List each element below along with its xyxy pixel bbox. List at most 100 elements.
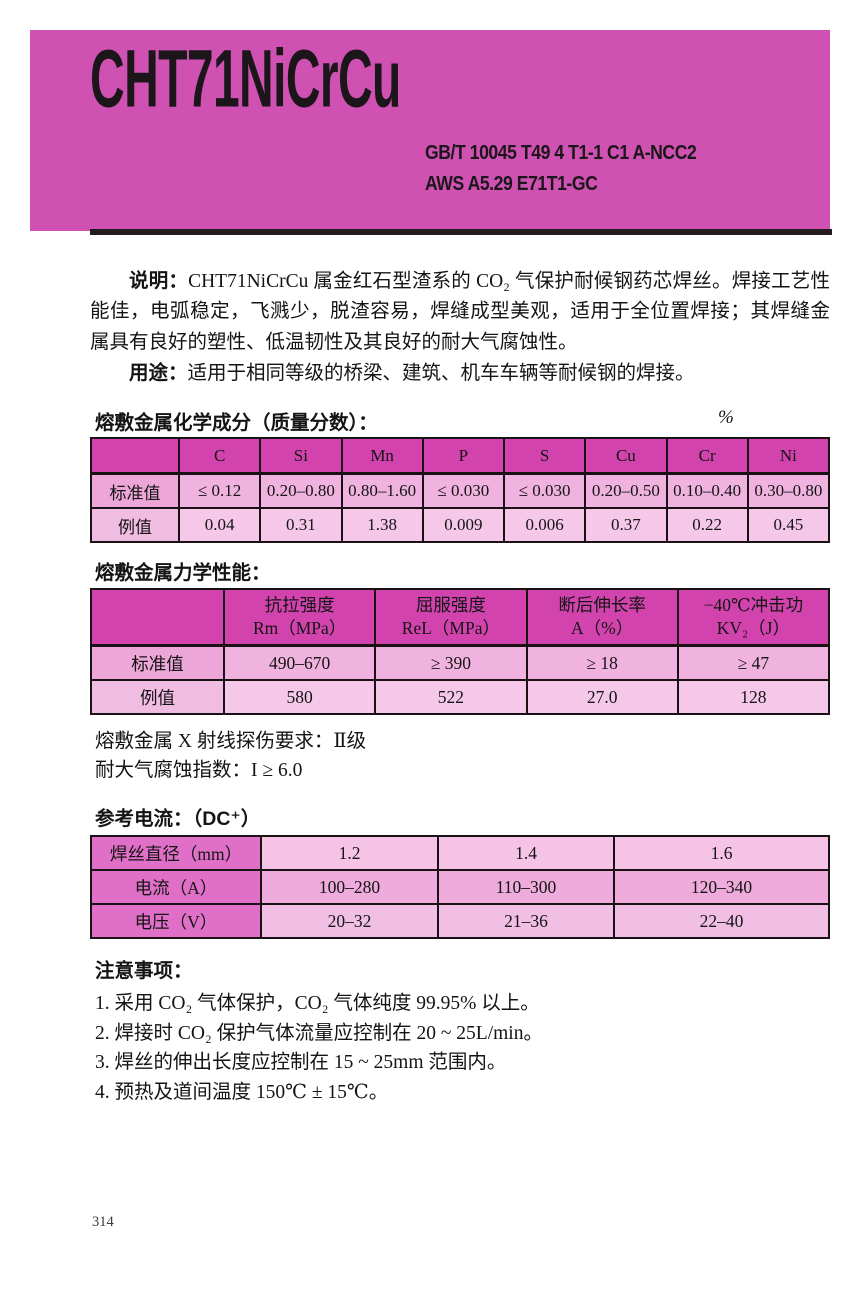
chem-table-grid: C Si Mn P S Cu Cr Ni 标准值 ≤ 0.12 0.20–0.8… (90, 437, 831, 543)
page-number: 314 (92, 1214, 114, 1230)
chem-example-Cu: 0.37 (584, 507, 668, 543)
current-table: 焊丝直径（mm） 1.2 1.4 1.6 电流（A） 100–280 110–3… (90, 835, 830, 939)
chem-standard-label: 标准值 (90, 472, 180, 509)
notes-list: 1. 采用 CO₂ 气体保护，CO₂ 气体纯度 99.95% 以上。 2. 焊接… (95, 989, 815, 1107)
wire-diameter-label: 焊丝直径（mm） (90, 835, 262, 871)
current-row: 电流（A） 100–280 110–300 120–340 (90, 869, 830, 905)
mech-table: 抗拉强度 Rm（MPa） 屈服强度 ReL（MPa） 断后伸长率 A（%） −40℃冲… (90, 588, 831, 715)
chem-example-S: 0.006 (502, 507, 587, 543)
mech-table-title: 熔敷金属力学性能： (95, 562, 271, 584)
intro-section: 说明：CHT71NiCrCu 属金红石型渣系的 CO₂ 气保护耐候钢药芯焊丝。焊… (90, 266, 830, 389)
mech-col-tensile-sym: Rm（MPa） (252, 618, 347, 638)
voltage-1: 20–32 (260, 903, 439, 939)
chem-standard-Si: 0.20–0.80 (259, 472, 343, 509)
mech-example-elongation: 27.0 (525, 679, 679, 715)
mech-standard-label: 标准值 (90, 644, 225, 681)
chem-example-row: 例值 0.04 0.31 1.38 0.009 0.006 0.37 0.22 … (90, 507, 831, 543)
chem-col-Si: Si (259, 437, 343, 475)
notes-title: 注意事项： (95, 960, 193, 982)
corrosion-index-line: 耐大气腐蚀指数：I ≥ 6.0 (95, 760, 303, 781)
current-2: 110–300 (437, 869, 615, 905)
current-section-title: 参考电流：（DC⁺） (95, 808, 261, 830)
mech-col-impact: −40℃冲击功 KV₂（J） (676, 588, 831, 647)
wire-diameter-row: 焊丝直径（mm） 1.2 1.4 1.6 (90, 835, 830, 871)
mech-col-elongation: 断后伸长率 A（%） (525, 588, 679, 647)
wire-diameter-2: 1.4 (437, 835, 615, 871)
chem-col-Cr: Cr (665, 437, 749, 475)
chem-header-row: C Si Mn P S Cu Cr Ni (90, 437, 831, 475)
aws-standard-line: AWS A5.29 E71T1-GC (425, 173, 598, 195)
mech-example-label: 例值 (90, 679, 225, 715)
voltage-label: 电压（V） (90, 903, 262, 939)
chem-standard-C: ≤ 0.12 (177, 472, 262, 509)
chem-example-Si: 0.31 (259, 507, 343, 543)
chem-standard-Cu: 0.20–0.50 (584, 472, 668, 509)
chem-standard-Mn: 0.80–1.60 (340, 472, 424, 509)
note-item-1: 1. 采用 CO₂ 气体保护，CO₂ 气体纯度 99.95% 以上。 (95, 993, 540, 1014)
usage-paragraph: 用途：适用于相同等级的桥梁、建筑、机车车辆等耐候钢的焊接。 (90, 358, 830, 389)
mech-col-elongation-sym: A（%） (571, 618, 634, 638)
wire-diameter-3: 1.6 (613, 835, 830, 871)
notes-section: 注意事项： 1. 采用 CO₂ 气体保护，CO₂ 气体纯度 99.95% 以上。… (95, 957, 815, 1107)
mech-col-impact-zh: −40℃冲击功 (703, 595, 804, 615)
xray-requirement-line: 熔敷金属 X 射线探伤要求：Ⅱ级 (95, 731, 367, 752)
mech-col-yield-sym: ReL（MPa） (401, 618, 500, 638)
description-label: 说明： (129, 270, 189, 292)
mech-example-tensile: 580 (222, 679, 377, 715)
mech-standard-yield: ≥ 390 (374, 644, 528, 681)
current-label: 电流（A） (90, 869, 262, 905)
product-title: CHT71NiCrCu (90, 32, 401, 124)
mech-table-grid: 抗拉强度 Rm（MPa） 屈服强度 ReL（MPa） 断后伸长率 A（%） −40℃冲… (90, 588, 831, 715)
mech-example-impact: 128 (676, 679, 831, 715)
chem-unit-percent: % (718, 407, 734, 428)
current-1: 100–280 (260, 869, 439, 905)
mech-col-yield: 屈服强度 ReL（MPa） (374, 588, 528, 647)
standard-designations: GB/T 10045 T49 4 T1-1 C1 A-NCC2 AWS A5.2… (425, 138, 697, 200)
chem-table: C Si Mn P S Cu Cr Ni 标准值 ≤ 0.12 0.20–0.8… (90, 437, 831, 543)
mech-standard-impact: ≥ 47 (676, 644, 831, 681)
chem-standard-Ni: 0.30–0.80 (746, 472, 831, 509)
usage-label: 用途： (129, 361, 188, 384)
gb-standard-line: GB/T 10045 T49 4 T1-1 C1 A-NCC2 (425, 142, 697, 164)
header-rule (90, 229, 832, 235)
chem-table-title: 熔敷金属化学成分（质量分数）： (95, 412, 378, 434)
chem-col-C: C (177, 437, 262, 475)
voltage-3: 22–40 (613, 903, 830, 939)
chem-standard-Cr: 0.10–0.40 (665, 472, 749, 509)
mech-header-row: 抗拉强度 Rm（MPa） 屈服强度 ReL（MPa） 断后伸长率 A（%） −40℃冲… (90, 588, 831, 647)
description-paragraph: 说明：CHT71NiCrCu 属金红石型渣系的 CO₂ 气保护耐候钢药芯焊丝。焊… (90, 266, 830, 358)
chem-header-blank (90, 437, 180, 475)
chem-col-Cu: Cu (584, 437, 668, 475)
usage-text: 适用于相同等级的桥梁、建筑、机车车辆等耐候钢的焊接。 (187, 362, 695, 384)
note-item-3: 3. 焊丝的伸出长度应控制在 15 ~ 25mm 范围内。 (95, 1052, 507, 1073)
chem-standard-S: ≤ 0.030 (502, 472, 587, 509)
chem-example-Ni: 0.45 (746, 507, 831, 543)
voltage-row: 电压（V） 20–32 21–36 22–40 (90, 903, 830, 939)
product-header-banner: CHT71NiCrCu GB/T 10045 T49 4 T1-1 C1 A-N… (30, 30, 830, 231)
chem-example-C: 0.04 (177, 507, 262, 543)
chem-col-P: P (421, 437, 506, 475)
chem-col-Ni: Ni (746, 437, 831, 475)
mech-col-elongation-zh: 断后伸长率 (558, 595, 646, 615)
wire-diameter-1: 1.2 (260, 835, 439, 871)
chem-example-Mn: 1.38 (340, 507, 424, 543)
mech-col-tensile-zh: 抗拉强度 (264, 595, 335, 615)
description-text: CHT71NiCrCu 属金红石型渣系的 CO₂ 气保护耐候钢药芯焊丝。焊接工艺… (90, 271, 830, 353)
mech-standard-elongation: ≥ 18 (525, 644, 679, 681)
mech-example-row: 例值 580 522 27.0 128 (90, 679, 831, 715)
chem-standard-P: ≤ 0.030 (421, 472, 506, 509)
mech-col-impact-sym: KV₂（J） (716, 618, 790, 638)
chem-col-Mn: Mn (340, 437, 424, 475)
chem-example-Cr: 0.22 (665, 507, 749, 543)
mech-col-yield-zh: 屈服强度 (415, 595, 486, 615)
chem-example-label: 例值 (90, 507, 180, 543)
mech-example-yield: 522 (374, 679, 528, 715)
current-table-grid: 焊丝直径（mm） 1.2 1.4 1.6 电流（A） 100–280 110–3… (90, 835, 830, 939)
note-item-4: 4. 预热及道间温度 150℃ ± 15℃。 (95, 1081, 389, 1103)
chem-standard-row: 标准值 ≤ 0.12 0.20–0.80 0.80–1.60 ≤ 0.030 ≤… (90, 472, 831, 509)
mech-header-blank (90, 588, 225, 647)
mech-standard-tensile: 490–670 (222, 644, 377, 681)
voltage-2: 21–36 (437, 903, 615, 939)
chem-example-P: 0.009 (421, 507, 506, 543)
